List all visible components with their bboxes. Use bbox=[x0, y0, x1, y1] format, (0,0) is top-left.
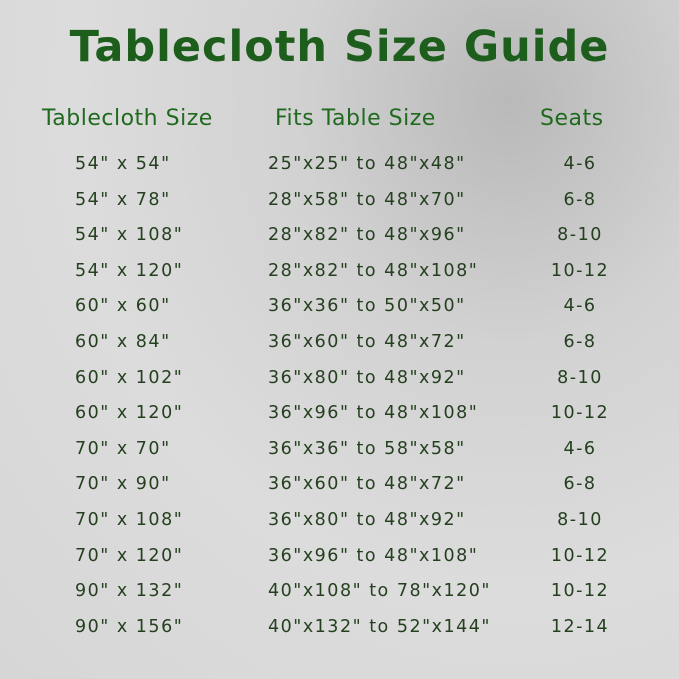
table-row: 54" x 120" 28"x82" to 48"x108" 10-12 bbox=[0, 261, 679, 291]
tablecloth-size-cell: 90" x 156" bbox=[75, 616, 184, 637]
table-size-cell: 36"x96" to 48"x108" bbox=[268, 403, 479, 424]
tablecloth-size-cell: 70" x 90" bbox=[75, 474, 171, 495]
table-row: 54" x 108" 28"x82" to 48"x96" 8-10 bbox=[0, 225, 679, 255]
seats-cell: 6-8 bbox=[563, 474, 597, 495]
seats-cell: 8-10 bbox=[557, 510, 603, 530]
page-title: Tablecloth Size Guide bbox=[69, 22, 610, 72]
table-size-cell: 28"x82" to 48"x108" bbox=[268, 260, 479, 281]
table-size-cell: 40"x108" to 78"x120" bbox=[268, 581, 491, 602]
table-row: 70" x 90" 36"x60" to 48"x72" 6-8 bbox=[0, 474, 679, 504]
tablecloth-size-cell: 70" x 70" bbox=[75, 438, 171, 459]
tablecloth-size-cell: 90" x 132" bbox=[75, 581, 184, 602]
table-size-cell: 36"x80" to 48"x92" bbox=[268, 510, 466, 530]
table-size-cell: 36"x60" to 48"x72" bbox=[268, 474, 466, 495]
tablecloth-size-cell: 54" x 54" bbox=[75, 154, 171, 174]
table-row: 60" x 84" 36"x60" to 48"x72" 6-8 bbox=[0, 332, 679, 362]
seats-cell: 10-12 bbox=[550, 581, 610, 602]
tablecloth-size-cell: 54" x 108" bbox=[75, 225, 184, 246]
tablecloth-size-cell: 70" x 120" bbox=[75, 545, 184, 566]
seats-cell: 6-8 bbox=[563, 332, 597, 352]
table-size-cell: 36"x80" to 48"x92" bbox=[268, 367, 466, 388]
table-size-cell: 40"x132" to 52"x144" bbox=[268, 616, 491, 637]
table-row: 90" x 156" 40"x132" to 52"x144" 12-14 bbox=[0, 617, 679, 647]
tablecloth-size-cell: 60" x 84" bbox=[75, 332, 171, 352]
seats-cell: 6-8 bbox=[563, 189, 597, 210]
table-size-cell: 36"x36" to 50"x50" bbox=[268, 296, 466, 317]
seats-cell: 4-6 bbox=[563, 154, 597, 174]
table-size-cell: 28"x58" to 48"x70" bbox=[268, 189, 466, 210]
table-size-cell: 36"x36" to 58"x58" bbox=[268, 438, 466, 459]
table-row: 70" x 120" 36"x96" to 48"x108" 10-12 bbox=[0, 546, 679, 576]
seats-cell: 10-12 bbox=[550, 260, 610, 281]
table-size-cell: 36"x96" to 48"x108" bbox=[268, 545, 479, 566]
table-row: 60" x 60" 36"x36" to 50"x50" 4-6 bbox=[0, 296, 679, 326]
header-seats: Seats bbox=[540, 106, 604, 131]
tablecloth-size-cell: 60" x 120" bbox=[75, 403, 184, 424]
seats-cell: 4-6 bbox=[563, 296, 597, 317]
seats-cell: 12-14 bbox=[550, 616, 610, 637]
table-row: 54" x 54" 25"x25" to 48"x48" 4-6 bbox=[0, 154, 679, 184]
table-row: 54" x 78" 28"x58" to 48"x70" 6-8 bbox=[0, 190, 679, 220]
seats-cell: 4-6 bbox=[563, 438, 597, 459]
tablecloth-size-cell: 54" x 78" bbox=[75, 189, 171, 210]
table-row: 70" x 70" 36"x36" to 58"x58" 4-6 bbox=[0, 439, 679, 469]
table-size-cell: 36"x60" to 48"x72" bbox=[268, 332, 466, 352]
table-size-cell: 25"x25" to 48"x48" bbox=[268, 154, 466, 174]
table-row: 60" x 102" 36"x80" to 48"x92" 8-10 bbox=[0, 368, 679, 398]
tablecloth-size-cell: 54" x 120" bbox=[75, 260, 184, 281]
table-row: 90" x 132" 40"x108" to 78"x120" 10-12 bbox=[0, 581, 679, 611]
seats-cell: 10-12 bbox=[550, 545, 610, 566]
header-tablecloth-size: Tablecloth Size bbox=[42, 106, 213, 131]
seats-cell: 8-10 bbox=[557, 367, 603, 388]
header-fits-table-size: Fits Table Size bbox=[275, 106, 436, 131]
tablecloth-size-cell: 60" x 102" bbox=[75, 367, 184, 388]
table-size-cell: 28"x82" to 48"x96" bbox=[268, 225, 466, 246]
tablecloth-size-cell: 70" x 108" bbox=[75, 510, 184, 530]
seats-cell: 8-10 bbox=[557, 225, 603, 246]
tablecloth-size-cell: 60" x 60" bbox=[75, 296, 171, 317]
table-row: 70" x 108" 36"x80" to 48"x92" 8-10 bbox=[0, 510, 679, 540]
table-row: 60" x 120" 36"x96" to 48"x108" 10-12 bbox=[0, 403, 679, 433]
seats-cell: 10-12 bbox=[550, 403, 610, 424]
